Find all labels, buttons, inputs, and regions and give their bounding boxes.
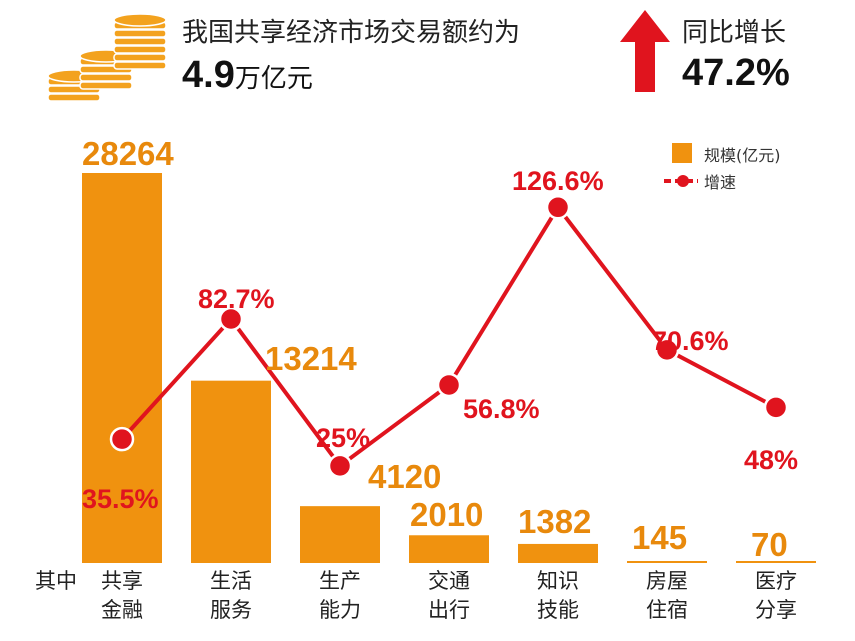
category-label-line2: 出行	[428, 598, 470, 622]
category-label-line2: 服务	[210, 598, 252, 622]
bar	[627, 560, 707, 563]
bar	[518, 543, 598, 563]
rate-value-label: 126.6%	[512, 166, 604, 196]
rate-point	[218, 306, 244, 332]
category-label-line2: 能力	[319, 598, 361, 622]
bar-series	[82, 173, 816, 563]
coins-icon	[47, 13, 167, 102]
category-label-line1: 知识	[537, 569, 579, 593]
rate-point	[436, 372, 462, 398]
total-value: 4.9	[182, 54, 235, 96]
rate-value-label: 25%	[316, 423, 370, 453]
bar	[409, 535, 489, 563]
bar	[300, 506, 380, 563]
legend-line-label: 增速	[704, 173, 736, 192]
prefix-label: 其中	[35, 569, 77, 593]
category-label-line2: 住宿	[646, 598, 688, 622]
rate-point	[327, 453, 353, 479]
rate-point	[109, 426, 135, 452]
rate-value-label: 56.8%	[463, 394, 540, 424]
bar-value-label: 70	[751, 526, 788, 563]
category-label-line1: 共享	[101, 569, 143, 593]
category-label-line1: 生产	[319, 569, 361, 593]
chart-header: 我国共享经济市场交易额约为 4.9万亿元 同比增长 47.2%	[0, 0, 855, 120]
total-amount: 4.9万亿元	[182, 54, 313, 97]
rate-value-label: 35.5%	[82, 484, 159, 514]
rate-point	[654, 337, 680, 363]
rate-point	[763, 395, 789, 420]
rate-series	[109, 195, 789, 479]
bar-value-label: 4120	[368, 458, 441, 495]
up-arrow-icon	[620, 10, 670, 92]
rate-point	[545, 195, 571, 220]
legend-line-marker	[677, 175, 689, 187]
category-label-line1: 房屋	[646, 569, 688, 593]
total-unit: 万亿元	[234, 64, 313, 94]
bar	[736, 561, 816, 563]
growth-value: 47.2%	[682, 52, 790, 94]
bar-value-label: 13214	[265, 340, 357, 377]
category-label-line2: 金融	[101, 598, 143, 622]
chart-legend: 规模(亿元) 增速	[664, 143, 781, 192]
category-label-line1: 交通	[428, 569, 470, 593]
legend-bar-label: 规模(亿元)	[704, 146, 781, 165]
rate-value-label: 70.6%	[652, 326, 729, 356]
bar-value-label: 2010	[410, 496, 483, 533]
rate-value-label: 82.7%	[198, 284, 275, 314]
legend-bar-swatch	[672, 143, 692, 163]
category-label-line1: 医疗	[755, 569, 797, 593]
bar-value-label: 1382	[518, 503, 591, 540]
category-label-line2: 技能	[537, 598, 579, 622]
headline: 我国共享经济市场交易额约为	[182, 18, 521, 48]
bar	[191, 380, 271, 563]
rate-value-label: 48%	[744, 445, 798, 475]
bar-value-label: 145	[632, 519, 687, 556]
bar	[82, 173, 162, 563]
growth-label: 同比增长	[682, 18, 787, 48]
category-label-line2: 分享	[755, 598, 797, 622]
bar-value-label: 28264	[82, 135, 174, 172]
category-label-line1: 生活	[210, 569, 252, 593]
